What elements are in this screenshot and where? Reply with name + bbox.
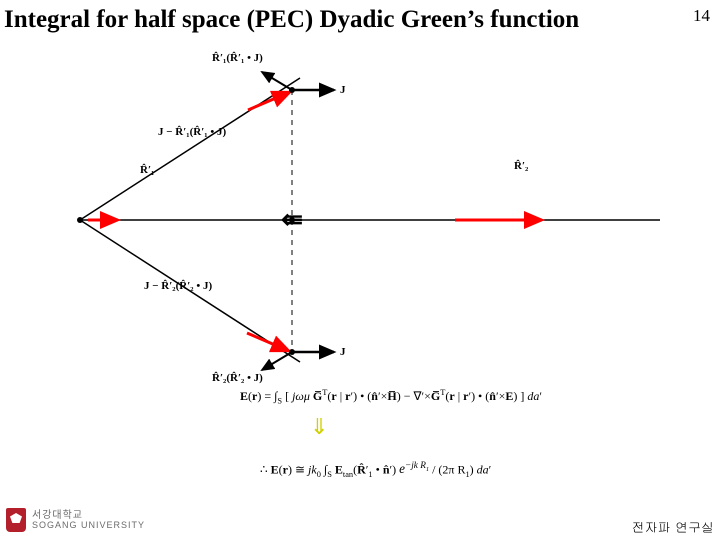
logo-english: SOGANG UNIVERSITY: [32, 521, 145, 530]
university-logo: 서강대학교 SOGANG UNIVERSITY: [6, 508, 145, 532]
equation-main: E(r) = ∫S [ jωμ G̅T(r | r′) • (n̂′×H̅) −…: [240, 388, 542, 405]
label-r2: R̂′₂: [514, 160, 528, 172]
logo-korean: 서강대학교: [32, 511, 145, 521]
page-number: 14: [693, 6, 710, 26]
footer-lab-name: 전자파 연구실: [632, 517, 714, 536]
label-j-top: J: [340, 84, 346, 96]
logo-shield-icon: [6, 508, 26, 532]
label-r1: R̂′₁: [140, 164, 154, 176]
vector-diagram: ⇚ R̂′₁(R̂′₁ • J) J J − R̂′₁(R̂′₁ • J) R̂…: [40, 60, 680, 380]
label-j-bot: J: [340, 346, 346, 358]
label-j-minus-top: J − R̂′₁(R̂′₁ • J): [158, 126, 226, 138]
diagram-svg: ⇚: [40, 60, 680, 380]
down-arrow-icon: ⇓: [310, 414, 328, 440]
label-j-minus-bot: J − R̂′₂(R̂′₂ • J): [144, 280, 212, 292]
slide-title: Integral for half space (PEC) Dyadic Gre…: [4, 6, 579, 34]
label-bot-comp: R̂′₂(R̂′₂ • J): [212, 372, 263, 384]
equation-final: ∴ E(r) ≅ jk0 ∫S Etan(R̂′1 • n̂′) e−jk R1…: [260, 460, 491, 479]
svg-text:⇚: ⇚: [281, 205, 303, 234]
label-top-comp: R̂′₁(R̂′₁ • J): [212, 52, 263, 64]
